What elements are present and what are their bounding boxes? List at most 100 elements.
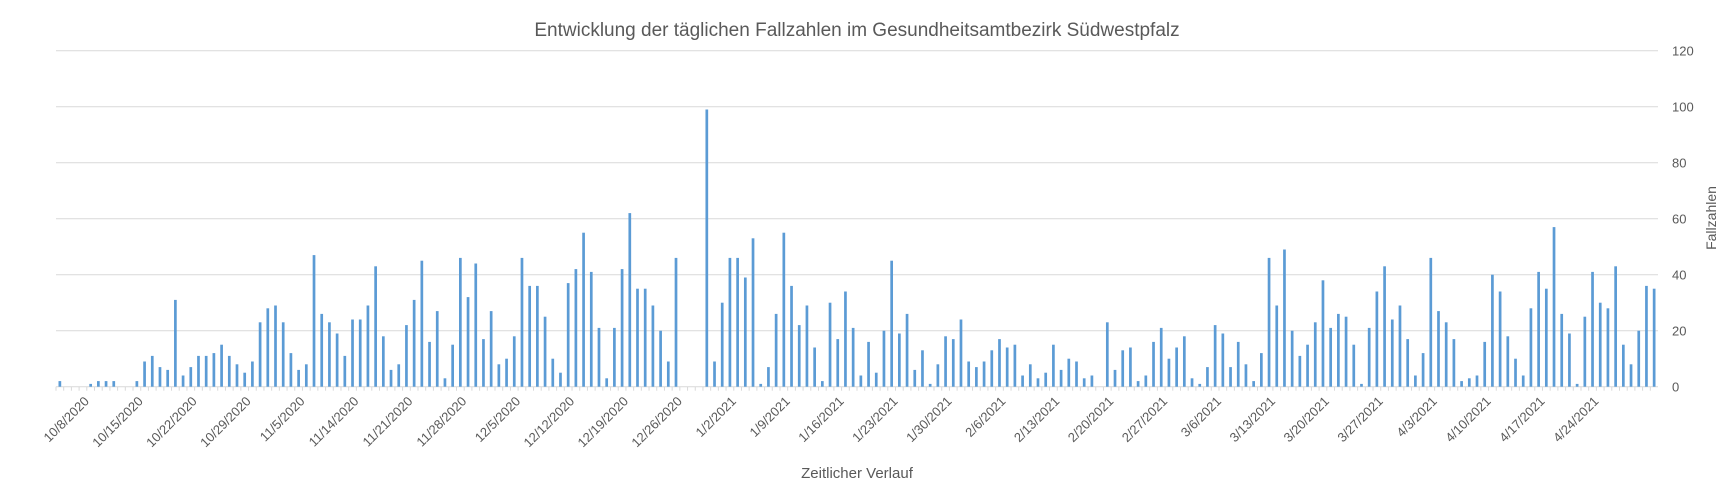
bar <box>1444 322 1448 387</box>
bar <box>243 372 247 387</box>
bar <box>520 257 524 387</box>
bar <box>1213 325 1217 387</box>
x-tick-label: 10/8/2020 <box>40 394 92 446</box>
y-axis-title: Fallzahlen <box>1703 186 1719 250</box>
y-tick-label: 20 <box>1672 324 1686 339</box>
bar <box>212 353 216 387</box>
x-tick-label: 12/19/2020 <box>574 394 631 451</box>
bar <box>1367 327 1371 387</box>
bar <box>1383 266 1386 387</box>
bar <box>328 322 331 387</box>
bar <box>143 361 146 387</box>
bar <box>828 302 832 387</box>
x-tick-label: 2/27/2021 <box>1119 394 1171 446</box>
x-tick-label: 2/6/2021 <box>962 394 1008 440</box>
bar <box>1182 336 1186 387</box>
bar <box>497 364 501 387</box>
x-tick-label: 3/6/2021 <box>1178 394 1224 440</box>
bar <box>420 260 424 387</box>
bar <box>374 266 377 387</box>
bar <box>1129 347 1132 387</box>
bar <box>728 257 732 387</box>
bar <box>1645 285 1648 387</box>
x-tick-label: 10/29/2020 <box>197 394 254 451</box>
bar <box>1629 364 1633 387</box>
bar <box>1360 383 1363 387</box>
bar <box>1498 291 1502 387</box>
bar <box>1044 372 1048 387</box>
bar <box>998 339 1001 387</box>
bar <box>1575 383 1579 387</box>
bar <box>536 285 539 387</box>
bar <box>150 355 154 387</box>
bar <box>1606 308 1610 387</box>
bar <box>1337 313 1340 387</box>
bar <box>1344 316 1348 387</box>
bar <box>1013 344 1017 387</box>
bar <box>1460 381 1463 387</box>
bar <box>543 316 547 387</box>
bar <box>97 381 100 387</box>
bar <box>1429 257 1433 387</box>
bar <box>281 322 285 387</box>
x-tick-label: 1/23/2021 <box>849 394 901 446</box>
x-tick-label: 12/26/2020 <box>628 394 685 451</box>
bar <box>397 364 401 387</box>
bar <box>836 339 840 387</box>
bar <box>1506 336 1510 387</box>
bar <box>1236 341 1240 387</box>
bar <box>1152 341 1155 387</box>
bar <box>1028 364 1032 387</box>
bar <box>474 263 478 387</box>
bar <box>1267 257 1271 387</box>
x-tick-label: 11/14/2020 <box>306 394 362 450</box>
y-tick-label: 80 <box>1672 156 1686 171</box>
bar <box>1637 330 1641 387</box>
bar <box>651 305 655 387</box>
bar <box>1090 375 1094 387</box>
x-tick-label: 12/5/2020 <box>472 394 524 446</box>
x-tick-label: 11/5/2020 <box>257 394 308 445</box>
bar <box>1529 308 1533 387</box>
x-tick-label: 3/13/2021 <box>1227 394 1279 446</box>
bar <box>104 381 108 387</box>
y-tick-label: 40 <box>1672 268 1686 283</box>
bar <box>235 364 239 387</box>
bar <box>158 367 162 387</box>
bar <box>335 333 339 387</box>
bar <box>1414 375 1417 387</box>
bar <box>890 260 894 387</box>
bar <box>967 361 971 387</box>
bar <box>1583 316 1587 387</box>
bar <box>1514 358 1517 387</box>
x-tick-label: 1/16/2021 <box>795 394 847 446</box>
bar <box>859 375 863 387</box>
bar <box>381 336 385 387</box>
bar <box>1052 344 1055 387</box>
bar <box>928 383 932 387</box>
bar <box>512 336 516 387</box>
bar <box>898 333 901 387</box>
bar <box>844 291 847 387</box>
bar <box>551 358 555 387</box>
bar <box>851 327 855 387</box>
bar <box>743 277 747 387</box>
bar <box>1190 378 1194 387</box>
bar <box>1544 288 1548 387</box>
bar <box>582 232 585 387</box>
bar <box>1036 378 1040 387</box>
bar <box>459 257 462 387</box>
bar <box>320 313 324 387</box>
bar <box>628 213 632 387</box>
bar <box>466 297 470 387</box>
bar <box>528 285 532 387</box>
x-tick-label: 3/27/2021 <box>1334 394 1386 446</box>
bar <box>1375 291 1379 387</box>
bar <box>289 353 293 387</box>
bar <box>636 288 639 387</box>
x-tick-label: 1/30/2021 <box>903 394 955 446</box>
bar <box>751 238 755 387</box>
gridlines <box>56 50 1658 388</box>
bar <box>1067 358 1071 387</box>
